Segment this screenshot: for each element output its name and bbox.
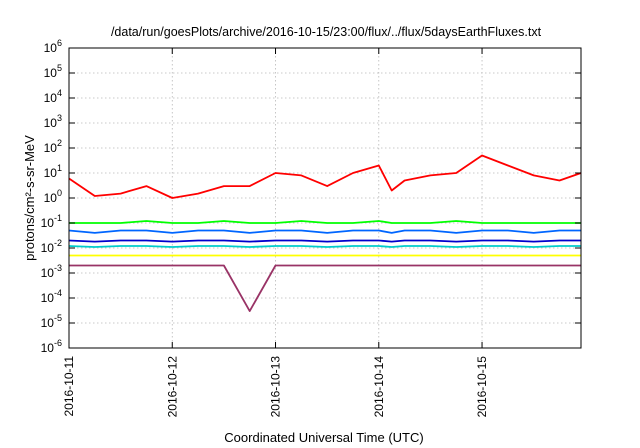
x-tick-label: 2016-10-15: [475, 356, 489, 418]
series-line-7: [69, 264, 581, 313]
y-tick-label: 100: [44, 188, 62, 205]
x-tick-label: 2016-10-12: [165, 356, 179, 418]
series-line-3: [68, 229, 581, 234]
y-tick-label: 103: [44, 113, 62, 130]
y-tick-label: 10-6: [41, 338, 62, 355]
y-tick-label: 10-3: [41, 263, 62, 280]
y-tick-label: 106: [44, 38, 62, 55]
y-tick-label: 102: [44, 138, 62, 155]
x-tick-label: 2016-10-11: [62, 356, 76, 417]
y-tick-label: 10-1: [41, 213, 62, 230]
y-tick-label: 101: [44, 163, 62, 180]
series-line-2: [69, 220, 581, 224]
y-tick-label: 105: [44, 63, 62, 80]
y-tick-label: 10-4: [41, 288, 62, 305]
y-tick-label: 104: [44, 88, 62, 105]
y-tick-label: 10-2: [41, 238, 62, 255]
chart-title: /data/run/goesPlots/archive/2016-10-15/2…: [111, 25, 542, 39]
y-axis-label: protons/cm²-s-sr-MeV: [22, 135, 37, 261]
series-line-4: [68, 239, 581, 243]
grid-layer: [69, 48, 581, 348]
y-axis: 10-6 10-5 10-4 10-3 10-2 10-1 100 101 102 103 104 1…: [41, 38, 581, 355]
y-tick-label: 10-5: [41, 313, 62, 330]
x-tick-label: 2016-10-13: [269, 356, 283, 418]
series-line-1: [68, 154, 582, 199]
x-axis: 2016-10-11 2016-10-12 2016-10-13 2016-10-14…: [62, 48, 489, 417]
x-axis-label: Coordinated Universal Time (UTC): [224, 430, 423, 445]
x-tick-label: 2016-10-14: [372, 356, 386, 418]
series-layer: [68, 154, 582, 313]
series-line-5: [68, 245, 581, 248]
